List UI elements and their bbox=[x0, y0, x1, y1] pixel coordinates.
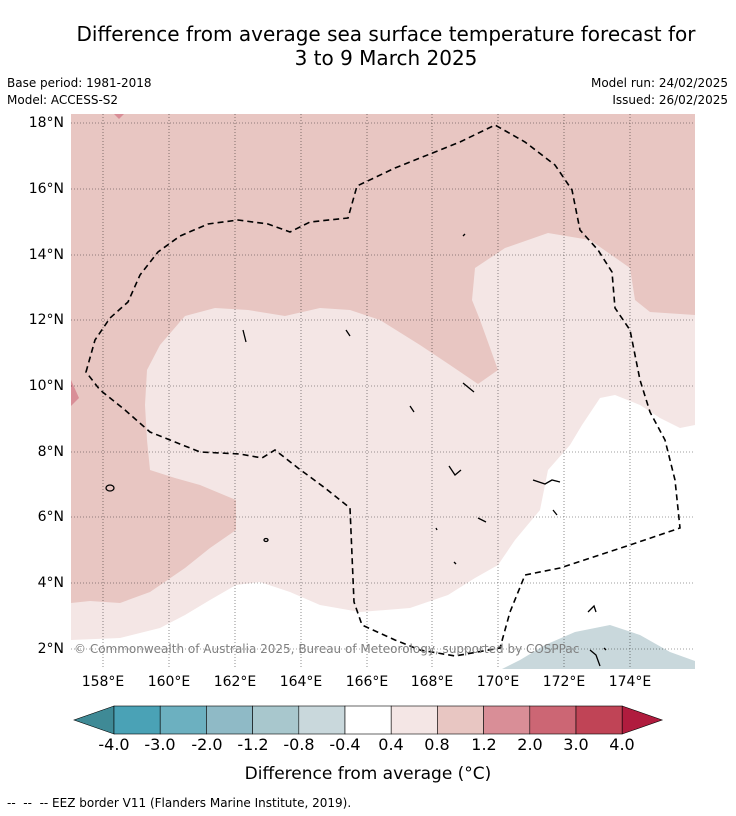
colorbar-swatch bbox=[298, 705, 346, 735]
islands bbox=[105, 233, 607, 667]
lat-label: 16°N bbox=[28, 181, 64, 197]
colorbar-tick: 1.2 bbox=[471, 735, 497, 754]
lat-label: 6°N bbox=[37, 509, 64, 525]
lon-label: 160°E bbox=[147, 674, 191, 690]
base-period: Base period: 1981-2018 bbox=[7, 76, 152, 90]
copyright-notice: © Commonwealth of Australia 2025, Bureau… bbox=[74, 642, 580, 656]
gridlines bbox=[71, 114, 695, 669]
colorbar-swatch bbox=[344, 705, 392, 735]
colorbar-swatch bbox=[529, 705, 577, 735]
colorbar-tick: 4.0 bbox=[609, 735, 635, 754]
lat-label: 12°N bbox=[28, 312, 64, 328]
lon-label: 166°E bbox=[345, 674, 389, 690]
colorbar-tick: 0.4 bbox=[378, 735, 404, 754]
colorbar-extend-high bbox=[621, 705, 664, 735]
colorbar-swatch bbox=[390, 705, 438, 735]
colorbar-tick: -3.0 bbox=[144, 735, 176, 754]
colorbar-swatch bbox=[252, 705, 300, 735]
lat-label: 4°N bbox=[37, 575, 64, 591]
lat-label: 2°N bbox=[37, 641, 64, 657]
title-line-2: 3 to 9 March 2025 bbox=[294, 46, 478, 70]
colorbar-extend-low bbox=[73, 705, 115, 735]
lon-label: 164°E bbox=[279, 674, 323, 690]
lat-label: 8°N bbox=[37, 444, 64, 460]
title-line-1: Difference from average sea surface temp… bbox=[76, 22, 696, 46]
map-panel bbox=[71, 114, 695, 669]
metadata-right: Model run: 24/02/2025 Issued: 26/02/2025 bbox=[591, 75, 728, 109]
figure-title: Difference from average sea surface temp… bbox=[36, 22, 736, 70]
anomaly-region-warm-patch bbox=[114, 114, 124, 119]
eez-legend-note: -- -- -- EEZ border V11 (Flanders Marine… bbox=[7, 796, 352, 810]
colorbar-swatch bbox=[113, 705, 161, 735]
lon-label: 170°E bbox=[476, 674, 520, 690]
lon-label: 162°E bbox=[213, 674, 257, 690]
colorbar-tick: -4.0 bbox=[98, 735, 130, 754]
colorbar-swatch bbox=[159, 705, 207, 735]
lon-label: 172°E bbox=[542, 674, 586, 690]
lon-label: 168°E bbox=[410, 674, 454, 690]
colorbar-swatch bbox=[575, 705, 623, 735]
colorbar-tick: 0.8 bbox=[424, 735, 450, 754]
colorbar-swatch bbox=[437, 705, 484, 735]
lat-label: 18°N bbox=[28, 115, 64, 131]
colorbar-tick: -2.0 bbox=[191, 735, 223, 754]
anomaly-region-warm-patch bbox=[71, 380, 79, 406]
colorbar-label: Difference from average (°C) bbox=[244, 764, 492, 784]
colorbar-tick: 3.0 bbox=[563, 735, 589, 754]
anomaly-region-near-zero bbox=[71, 395, 695, 669]
lon-label: 174°E bbox=[608, 674, 652, 690]
lon-label: 158°E bbox=[81, 674, 125, 690]
eez-border bbox=[85, 124, 681, 657]
colorbar-tick: -0.4 bbox=[329, 735, 361, 754]
colorbar-tick: -0.8 bbox=[283, 735, 315, 754]
lat-label: 10°N bbox=[28, 378, 64, 394]
colorbar-tick: -1.2 bbox=[237, 735, 269, 754]
issued-date: Issued: 26/02/2025 bbox=[612, 93, 728, 107]
model-run: Model run: 24/02/2025 bbox=[590, 76, 728, 90]
colorbar bbox=[73, 705, 664, 735]
colorbar-tick: 2.0 bbox=[517, 735, 543, 754]
anomaly-region-cool bbox=[502, 625, 695, 669]
metadata-left: Base period: 1981-2018 Model: ACCESS-S2 bbox=[7, 75, 152, 109]
colorbar-swatch bbox=[483, 705, 531, 735]
lat-label: 14°N bbox=[28, 247, 64, 263]
colorbar-swatch bbox=[206, 705, 253, 735]
model-name: Model: ACCESS-S2 bbox=[7, 93, 119, 107]
